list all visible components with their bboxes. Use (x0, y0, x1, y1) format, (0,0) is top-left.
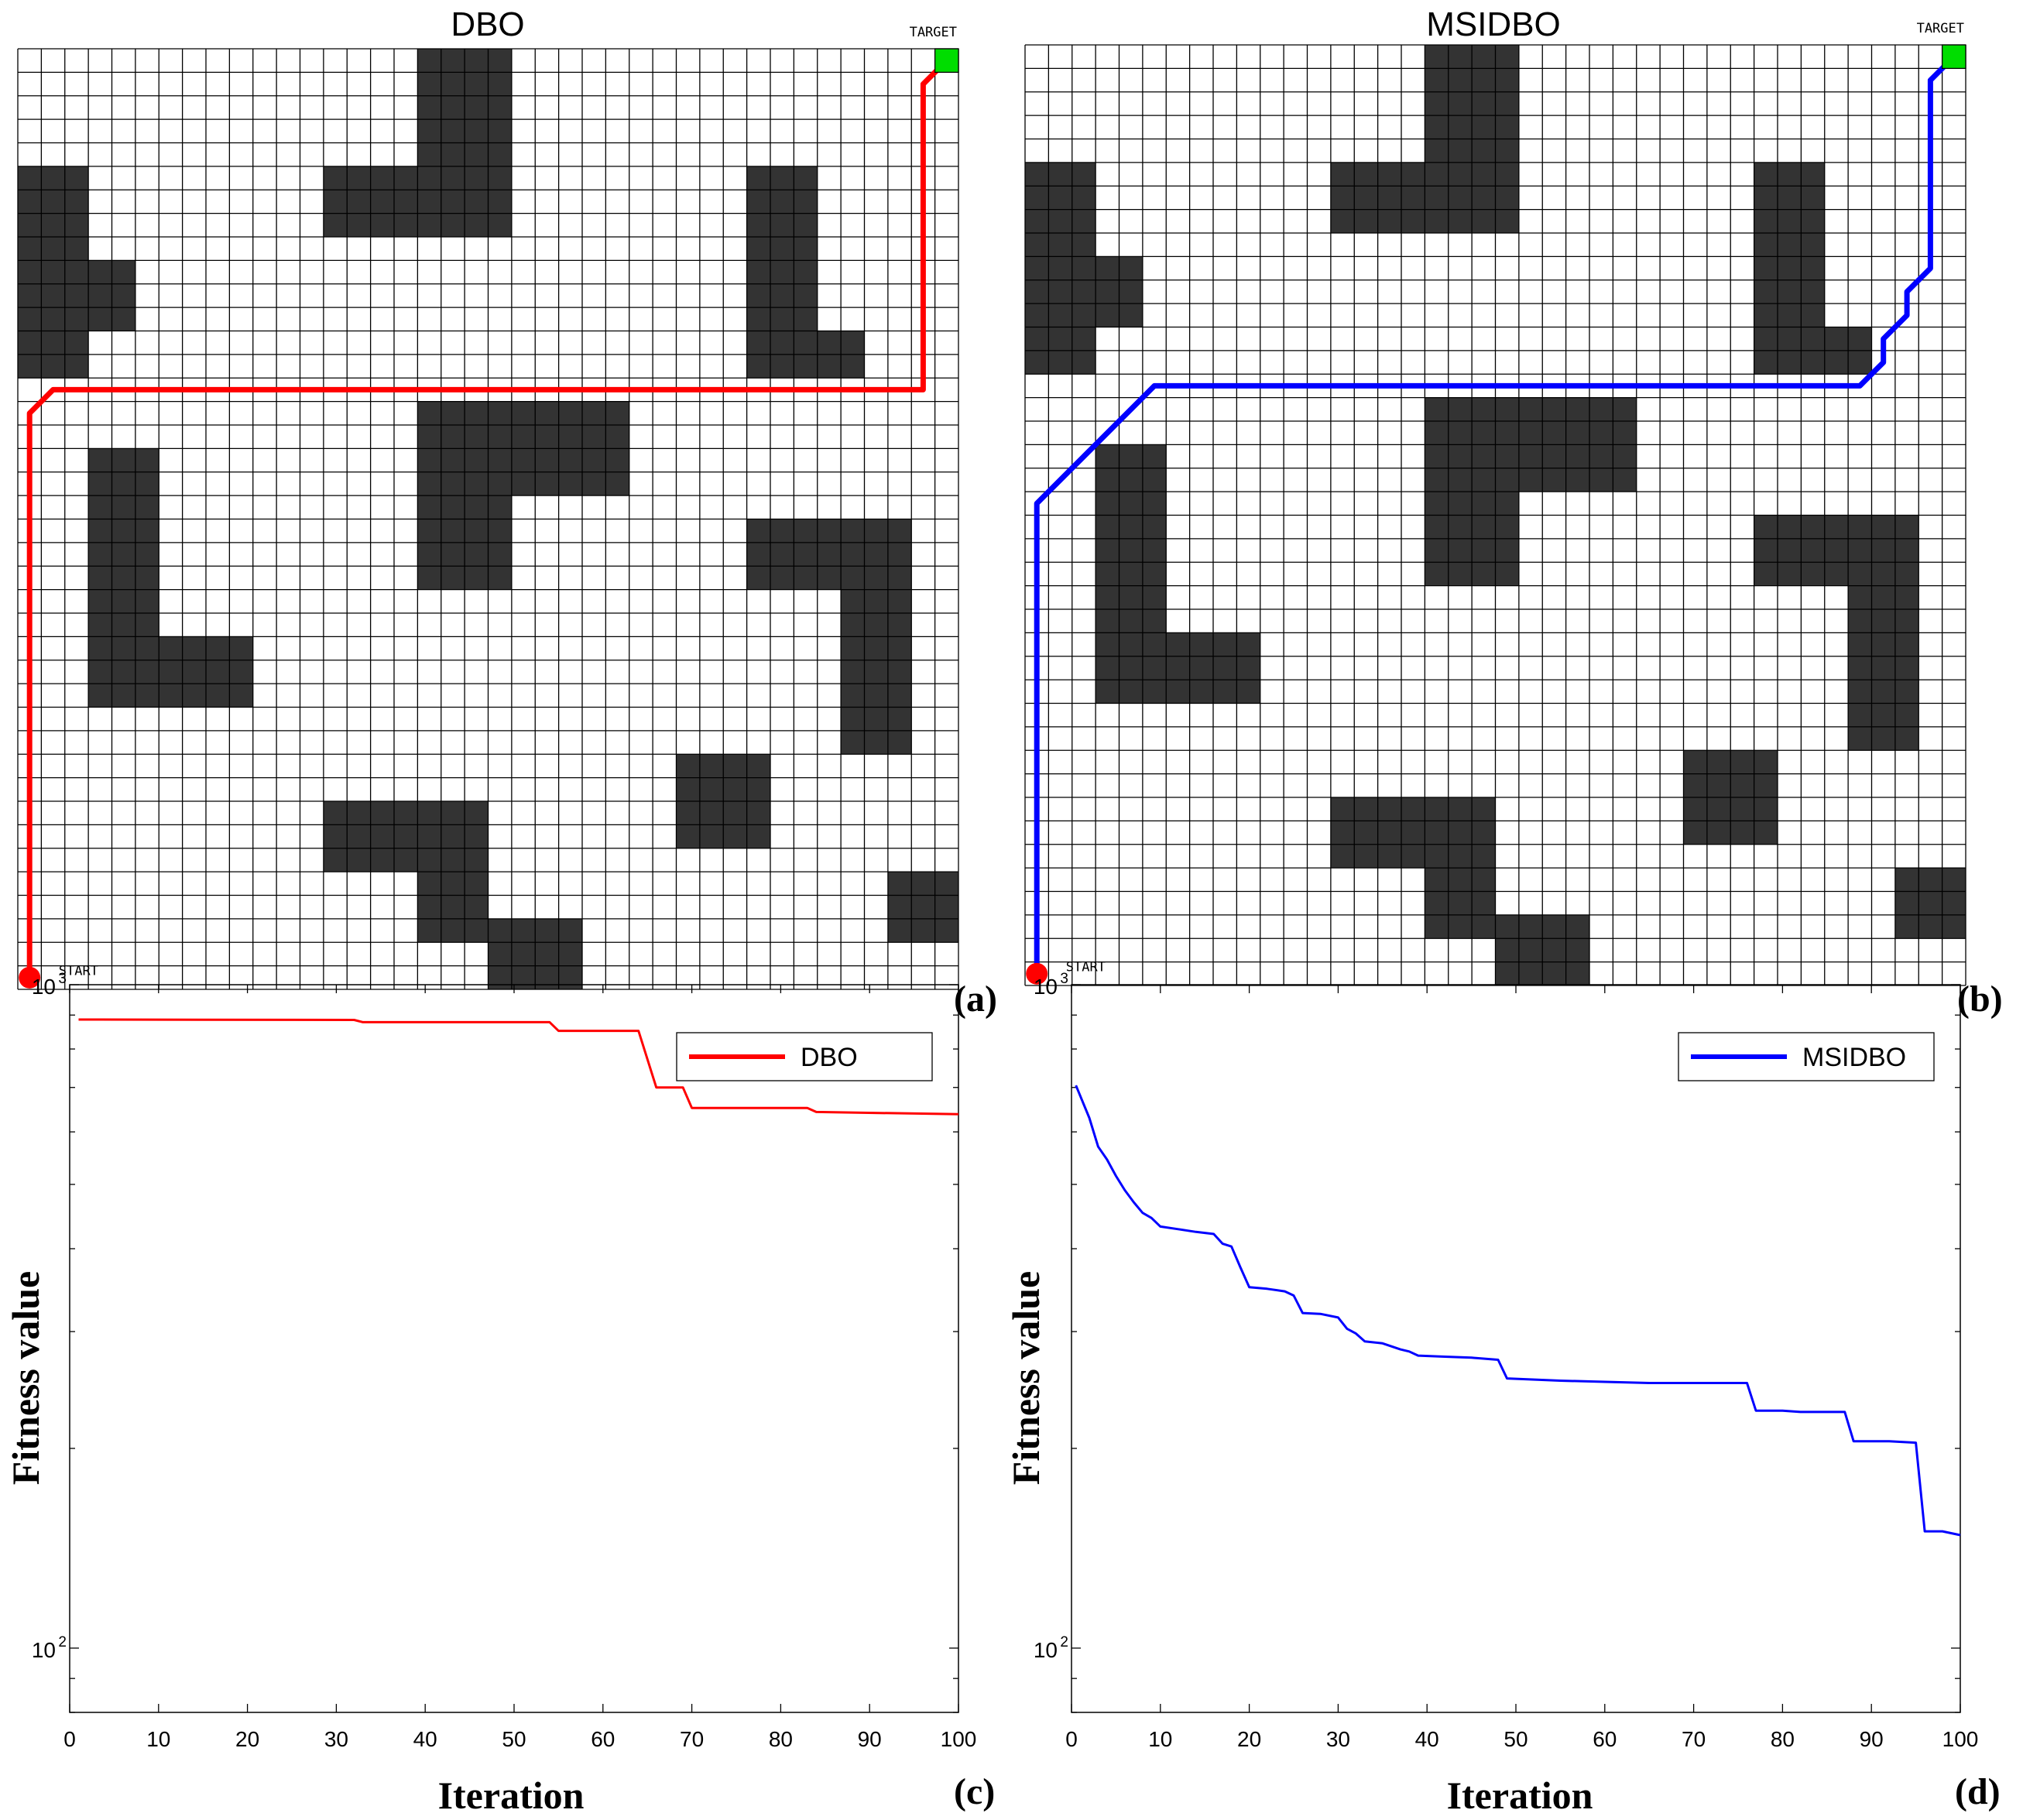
start-marker (1026, 962, 1048, 985)
x-tick-label: 80 (1771, 1727, 1795, 1751)
axis-ticks (69, 984, 959, 1713)
x-tick-label: 40 (1415, 1727, 1439, 1751)
obstacle-block-17 (887, 872, 958, 943)
grid-lines (1024, 44, 1966, 986)
x-tick-label: 100 (941, 1727, 977, 1751)
y-tick-label: 10 (32, 975, 56, 999)
target-label: TARGET (910, 25, 957, 40)
x-tick-label: 30 (1326, 1727, 1350, 1751)
grid-title-dbo: DBO (451, 5, 524, 43)
x-tick-labels: 0 10 20 30 40 50 60 70 80 90 100 (1065, 1727, 1978, 1751)
path-line (1034, 53, 1957, 977)
series-line-dbo (78, 1018, 959, 1116)
obstacle-block-15 (1425, 868, 1496, 939)
y-axis-label: Fitness value (1004, 1271, 1048, 1485)
obstacle-block-9 (1096, 444, 1167, 704)
axis-ticks (1071, 984, 1961, 1713)
target-marker (934, 48, 959, 74)
x-tick-label: 20 (235, 1727, 259, 1751)
legend-entry: MSIDBO (1802, 1043, 1906, 1072)
x-tick-labels: 0 10 20 30 40 50 60 70 80 90 100 (63, 1727, 976, 1751)
x-tick-label: 80 (769, 1727, 793, 1751)
y-tick-label: 10 (32, 1638, 56, 1662)
x-tick-label: 70 (1682, 1727, 1706, 1751)
legend: DBO (676, 1032, 933, 1081)
obstacle-block-11 (746, 519, 912, 590)
series-layer (78, 1018, 959, 1116)
x-tick-label: 50 (502, 1727, 526, 1751)
msidbo-path (1034, 53, 1957, 977)
x-tick-label: 60 (591, 1727, 615, 1751)
obstacle-block-5 (746, 166, 818, 379)
series-layer (1075, 1085, 1961, 1537)
x-tick-label: 30 (324, 1727, 348, 1751)
x-tick-label: 90 (858, 1727, 882, 1751)
obstacle-block-3 (18, 166, 89, 379)
start-marker (19, 966, 41, 989)
panel-tag-c: (c) (954, 1771, 995, 1812)
y-tick-exponent: 2 (58, 1634, 67, 1650)
x-tick-label: 90 (1860, 1727, 1884, 1751)
x-tick-label: 10 (1148, 1727, 1172, 1751)
x-axis-label: Iteration (438, 1774, 585, 1817)
x-tick-label: 50 (1504, 1727, 1528, 1751)
panel-tag-d: (d) (1955, 1771, 2001, 1812)
x-tick-label: 40 (413, 1727, 437, 1751)
obstacle-block-3 (1025, 162, 1096, 375)
legend: MSIDBO (1678, 1032, 1935, 1081)
panel-tag-a: (a) (954, 979, 997, 1020)
x-axis-label: Iteration (1447, 1774, 1593, 1817)
x-tick-label: 60 (1593, 1727, 1617, 1751)
obstacle-block-15 (417, 872, 489, 943)
axes-box (1071, 984, 1961, 1713)
series-line-msidbo (1075, 1085, 1961, 1537)
x-tick-label: 20 (1237, 1727, 1261, 1751)
target-marker (1941, 44, 1966, 70)
x-tick-label: 100 (1942, 1727, 1979, 1751)
start-label: START (1066, 960, 1106, 975)
grid-lines (17, 48, 959, 990)
obstacle-block-14 (323, 801, 489, 872)
y-axis-label: Fitness value (4, 1271, 47, 1485)
panel-tag-b: (b) (1957, 979, 2003, 1020)
y-tick-exponent: 3 (1060, 971, 1068, 987)
axes-box (69, 984, 959, 1713)
start-label: START (59, 964, 98, 979)
grid-map-dbo: TARGET START (17, 25, 959, 990)
grid-title-msidbo: MSIDBO (1426, 5, 1561, 43)
dbo-path (26, 57, 950, 981)
obstacle-block-12 (1848, 585, 1919, 751)
obstacle-block-9 (88, 448, 159, 708)
legend-entry: DBO (801, 1043, 858, 1072)
x-tick-label: 70 (680, 1727, 704, 1751)
target-label: TARGET (1917, 21, 1964, 36)
y-tick-exponent: 3 (58, 971, 67, 987)
obstacle-block-11 (1754, 515, 1919, 586)
obstacle-block-12 (841, 589, 912, 755)
obstacle-block-17 (1894, 868, 1966, 939)
y-tick-exponent: 2 (1060, 1634, 1068, 1650)
x-tick-label: 10 (146, 1727, 170, 1751)
y-tick-label: 10 (1034, 975, 1058, 999)
path-line (26, 57, 950, 981)
grid-map-msidbo: TARGET START (1024, 21, 1966, 986)
x-tick-label: 0 (63, 1727, 76, 1751)
obstacle-block-5 (1754, 162, 1825, 375)
x-tick-label: 0 (1065, 1727, 1078, 1751)
y-tick-label: 10 (1034, 1638, 1058, 1662)
obstacle-block-14 (1330, 797, 1496, 869)
